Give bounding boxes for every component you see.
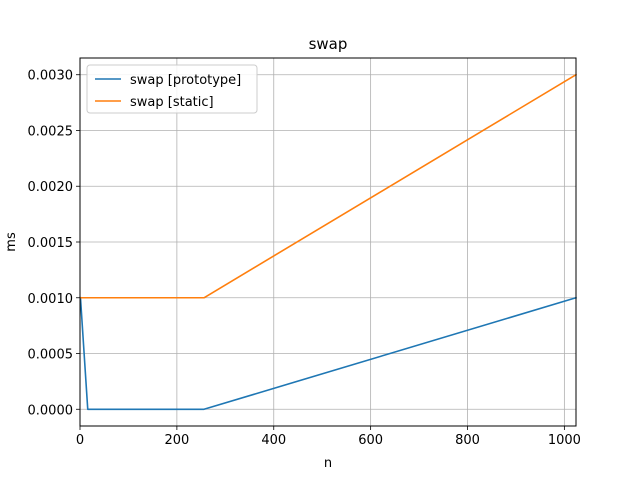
- y-tick-label: 0.0025: [28, 124, 74, 139]
- y-tick-label: 0.0005: [28, 348, 74, 363]
- x-tick-label: 1000: [548, 433, 581, 448]
- x-tick-label: 600: [358, 433, 383, 448]
- legend-label: swap [prototype]: [130, 73, 241, 88]
- x-axis: 0 200 400 600 800 1000: [76, 426, 581, 448]
- y-axis-label: ms: [4, 232, 19, 252]
- series-layer: [79, 73, 578, 411]
- series-line-prototype: [79, 296, 577, 411]
- y-axis: 0.0000 0.0005 0.0010 0.0015 0.0020 0.0025 0.00…: [28, 69, 80, 418]
- y-tick-label: 0.0030: [28, 69, 74, 84]
- x-tick-label: 800: [455, 433, 480, 448]
- chart-title: swap: [309, 35, 348, 53]
- y-tick-label: 0.0015: [28, 236, 74, 251]
- x-tick-label: 0: [76, 433, 84, 448]
- y-tick-label: 0.0000: [28, 403, 74, 418]
- x-tick-label: 400: [261, 433, 286, 448]
- x-axis-label: n: [324, 456, 332, 471]
- x-tick-label: 200: [164, 433, 189, 448]
- legend: swap [prototype] swap [static]: [86, 64, 258, 114]
- y-tick-label: 0.0020: [28, 180, 74, 195]
- legend-box: [86, 64, 258, 114]
- y-tick-label: 0.0010: [28, 292, 74, 307]
- series-line-static: [79, 73, 578, 299]
- legend-label: swap [static]: [130, 95, 214, 110]
